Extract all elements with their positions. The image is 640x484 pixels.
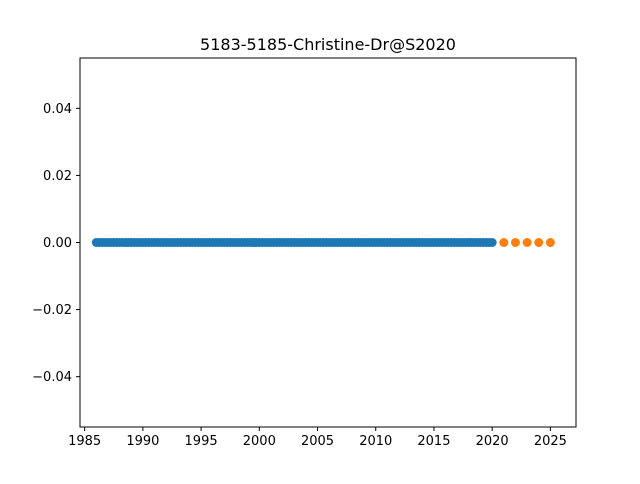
x-tick-label: 2020 — [476, 434, 509, 449]
x-tick-label: 2015 — [417, 434, 450, 449]
chart-title: 5183-5185-Christine-Dr@S2020 — [200, 35, 456, 54]
data-point-series-2 — [522, 238, 532, 247]
x-tick-label: 2000 — [243, 434, 276, 449]
y-tick-label: 0.04 — [43, 102, 72, 117]
x-tick-label: 1985 — [68, 434, 101, 449]
y-tick-label: 0.02 — [43, 169, 72, 184]
data-point-series-2 — [499, 238, 509, 247]
x-tick-label: 1995 — [185, 434, 218, 449]
x-tick-label: 2010 — [359, 434, 392, 449]
data-marks — [91, 238, 555, 247]
data-point-series-2 — [510, 238, 520, 247]
data-point-series-2 — [545, 238, 555, 247]
y-tick-label: −0.02 — [32, 303, 72, 318]
y-tick-label: −0.04 — [32, 370, 72, 385]
data-point-series-1 — [487, 238, 497, 247]
y-tick-label: 0.00 — [43, 236, 72, 251]
x-tick-label: 2025 — [534, 434, 567, 449]
data-point-series-2 — [534, 238, 544, 247]
x-tick-label: 2005 — [301, 434, 334, 449]
axes: 1985 1990 1995 2000 2005 2010 2015 2020 2025 0.04… — [32, 102, 567, 449]
x-tick-label: 1990 — [126, 434, 159, 449]
